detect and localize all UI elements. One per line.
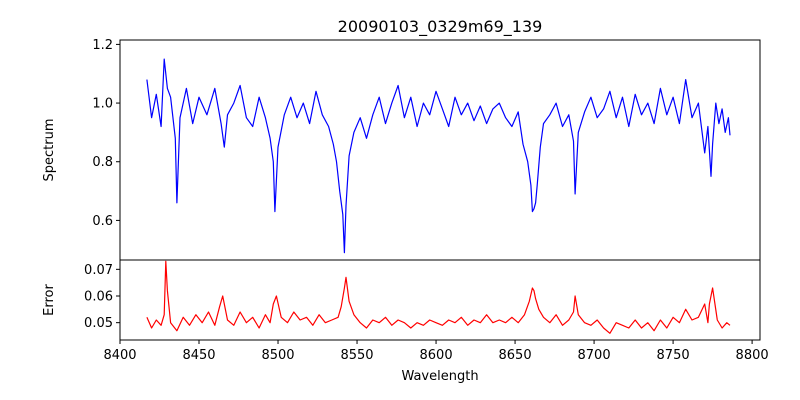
spectrum-y-ticks: 0.6 0.8 1.0 1.2	[92, 38, 120, 229]
error-series-line	[146, 260, 731, 334]
spectrum-y-tick-label: 1.2	[92, 38, 113, 53]
wavelength-x-ticks: 8400 8450 8500 8550 8600 8650 8700 8750 8800	[103, 340, 769, 363]
error-y-tick-label: 0.07	[84, 263, 113, 278]
wavelength-x-tick-label: 8550	[340, 348, 373, 363]
wavelength-x-tick-label: 8450	[182, 348, 215, 363]
wavelength-x-tick-label: 8650	[499, 348, 532, 363]
wavelength-x-tick-label: 8600	[420, 348, 453, 363]
error-y-ticks: 0.05 0.06 0.07	[84, 263, 120, 331]
wavelength-x-tick-label: 8800	[736, 348, 769, 363]
wavelength-x-tick-label: 8700	[578, 348, 611, 363]
error-y-axis-label: Error	[42, 284, 57, 316]
spectrum-y-tick-label: 0.8	[92, 155, 113, 170]
error-y-tick-label: 0.06	[84, 290, 113, 305]
wavelength-x-tick-label: 8400	[103, 348, 136, 363]
wavelength-x-tick-label: 8750	[657, 348, 690, 363]
error-panel: 0.05 0.06 0.07 8400 8450 8500 8550 8600 8650 870…	[42, 259, 769, 384]
spectrum-y-tick-label: 0.6	[92, 214, 113, 229]
wavelength-x-tick-label: 8500	[261, 348, 294, 363]
error-y-tick-label: 0.05	[84, 316, 113, 331]
spectrum-series-line	[146, 58, 731, 254]
spectrum-y-axis-label: Spectrum	[42, 119, 57, 182]
error-plot-frame	[119, 259, 761, 341]
chart-title: 20090103_0329m69_139	[338, 17, 543, 37]
spectrum-y-tick-label: 1.0	[92, 97, 113, 112]
wavelength-x-axis-label: Wavelength	[401, 369, 478, 384]
